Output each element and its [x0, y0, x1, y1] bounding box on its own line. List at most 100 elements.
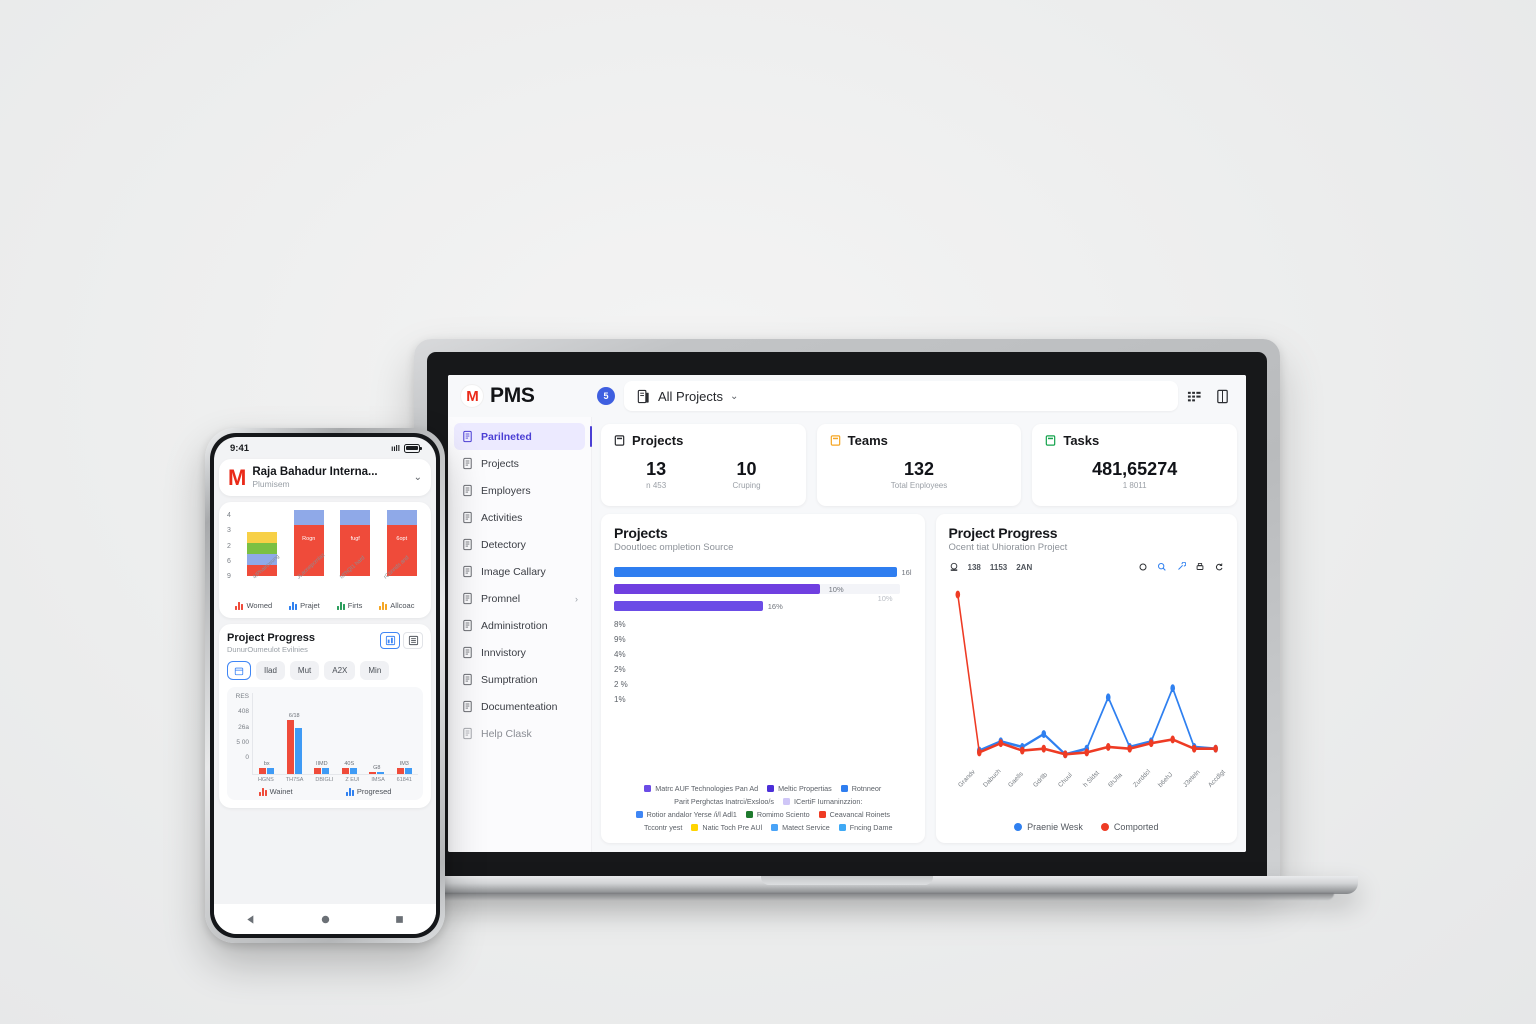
- stack-segment: [386, 510, 417, 526]
- search-icon[interactable]: [1157, 562, 1167, 572]
- sidebar-item-innvistory[interactable]: Innvistory: [454, 639, 585, 666]
- legend-label: Fncing Dame: [849, 823, 893, 832]
- phone-header[interactable]: M Raja Bahadur Interna... Plumisem ⌄: [219, 459, 431, 496]
- grouped-bar: [294, 727, 302, 774]
- line-series-1: [956, 594, 1216, 756]
- phone-stacked-chart: 4 3 2 6 9 Rogn fugf 6opt 4/Phaircwung JLacnepcrn…: [227, 510, 423, 596]
- bar-value-label: fugf: [350, 536, 360, 543]
- tasks-stat-icon: [1046, 435, 1056, 446]
- stack-segment: [247, 554, 278, 565]
- sidebar-item-promnel[interactable]: Promnel ›: [454, 585, 585, 612]
- stat-card-values: 13 n 453 10 Cruping: [613, 452, 794, 497]
- legend-item: Allcoac: [379, 601, 414, 610]
- progress-panel-title: Project Progress: [948, 525, 1058, 541]
- legend-label: Tccontr yest: [644, 823, 683, 832]
- stack-segment: [247, 532, 278, 543]
- phone-progress-card: Project Progress DunurOumeulot Evilnies: [219, 624, 431, 808]
- refresh-icon[interactable]: [1214, 562, 1224, 572]
- stat-card-values: 481,65274 1 8011: [1044, 452, 1225, 497]
- tool-icon[interactable]: [1176, 562, 1186, 572]
- line-point: [1040, 744, 1046, 753]
- horizontal-bar-chart: 16l 10% 10% 16%: [614, 567, 912, 611]
- project-selector[interactable]: All Projects ⌄: [624, 381, 1178, 411]
- legend-dot: [1014, 823, 1023, 831]
- legend-dot: [1100, 823, 1109, 831]
- stat-value-cell: 10 Cruping: [733, 459, 761, 490]
- y-axis-tick: 0: [245, 754, 249, 761]
- legend-swatch: [783, 798, 791, 805]
- legend-item: Parit Perghctas Inatrci/Exsloo/s: [663, 797, 774, 806]
- sidebar-item-parilneted[interactable]: Parilneted: [454, 423, 592, 450]
- personnel-icon: [463, 592, 472, 605]
- recents-icon[interactable]: [393, 913, 406, 926]
- stat-cards: Projects 13 n 453 10 Cruping Teams 132 Total En…: [601, 424, 1238, 506]
- stat-card-title: Teams: [847, 433, 888, 448]
- circle-icon[interactable]: [1138, 562, 1148, 572]
- stack-segment: [386, 525, 417, 576]
- stacked-bar: 6opt: [386, 510, 417, 576]
- line-chart-svg: [955, 590, 1218, 759]
- legend-label: Praenie Wesk: [1027, 822, 1083, 832]
- phone-company-name: Raja Bahadur Interna...: [252, 466, 378, 478]
- chip-min[interactable]: Min: [360, 661, 390, 680]
- bar-legend-icon: [258, 787, 267, 796]
- legend-swatch: [635, 811, 643, 818]
- percent-item: 9%: [614, 635, 626, 644]
- chevron-down-icon[interactable]: ⌄: [413, 472, 422, 483]
- sidebar-item-employers[interactable]: Employers: [454, 477, 585, 504]
- sidebar-item-administrotion[interactable]: Administrotion: [454, 612, 585, 639]
- grid-view-icon[interactable]: [1187, 389, 1202, 404]
- chip-mut[interactable]: Mut: [289, 661, 320, 680]
- signal-icon: ııll: [391, 443, 400, 453]
- battery-icon: [404, 443, 422, 453]
- sidebar-item-projects[interactable]: Projects: [454, 450, 585, 477]
- sidebar-item-activities[interactable]: Activities: [454, 504, 585, 531]
- sidebar-item-detectory[interactable]: Detectory: [454, 531, 585, 558]
- phone-grouped-chart: RES 408 26a 5 00 0 bx 6/18 IIMD 40S G8 IM3 HGNS TH…: [227, 687, 423, 800]
- grouped-bar: [286, 719, 294, 774]
- print-icon[interactable]: [1195, 562, 1205, 572]
- x-axis-label: IMSA: [371, 777, 385, 783]
- home-icon[interactable]: [319, 913, 332, 926]
- grouped-bar: [322, 768, 330, 774]
- bar-value-label: 6opt: [396, 536, 408, 543]
- bar-value-label: 16%: [767, 601, 783, 611]
- stat-card-projects: Projects 13 n 453 10 Cruping: [601, 424, 806, 506]
- sidebar-item-documenteation[interactable]: Documenteation: [454, 693, 585, 720]
- line-point: [1040, 730, 1046, 738]
- y-axis-tick: 6: [227, 557, 231, 565]
- chart-view-icon[interactable]: [380, 632, 400, 649]
- bar-track: [614, 601, 763, 611]
- sidebar-item-sumptration[interactable]: Sumptration: [454, 666, 585, 693]
- bar-value-label: IIMD: [315, 760, 328, 767]
- phone-stacked-y-axis: 4 3 2 6 9: [227, 510, 241, 596]
- phone-brand-logo-icon: M: [228, 464, 246, 490]
- chip-label: Min: [368, 666, 382, 675]
- notification-badge[interactable]: 5: [597, 387, 615, 405]
- legend-item: Firts: [336, 601, 362, 610]
- bar-legend-icon: [379, 601, 388, 610]
- dashboard-panels: Projects Dooutloec ompletion Source 16l 1…: [601, 514, 1237, 843]
- book-view-icon[interactable]: [1215, 389, 1230, 404]
- chip-calendar[interactable]: [227, 661, 251, 680]
- sidebar-item-help-clask[interactable]: Help Clask: [454, 720, 585, 747]
- phone-screen: 9:41 ııll M Raja Bahadur Interna... Plum…: [214, 437, 436, 934]
- chip-a2x[interactable]: A2X: [324, 661, 356, 680]
- line-point: [955, 590, 960, 599]
- line-point: [1169, 684, 1175, 693]
- list-view-icon[interactable]: [403, 632, 423, 649]
- bar-group: G8: [369, 693, 385, 774]
- grouped-bar: [259, 767, 267, 774]
- stack-segment: [247, 565, 278, 576]
- chevron-right-icon: ›: [575, 593, 578, 604]
- stamp-icon: [950, 562, 957, 571]
- line-point: [1105, 743, 1111, 751]
- sidebar-item-image-callary[interactable]: Image Callary: [454, 558, 585, 585]
- back-icon[interactable]: [245, 913, 258, 926]
- stat-value-cell: 132 Total Enployees: [891, 459, 947, 490]
- stat-value-cell: 13 n 453: [646, 459, 666, 490]
- chip-ilad[interactable]: Ilad: [256, 661, 285, 680]
- chip-label: Mut: [297, 666, 312, 675]
- stack-segment: [340, 510, 371, 526]
- legend-label: Allcoac: [390, 601, 415, 610]
